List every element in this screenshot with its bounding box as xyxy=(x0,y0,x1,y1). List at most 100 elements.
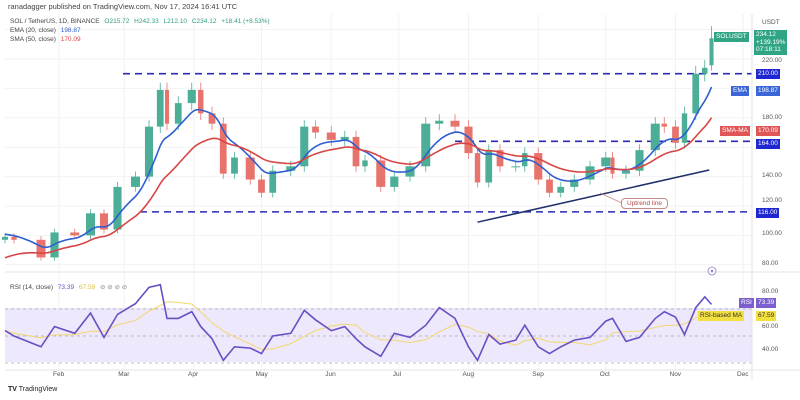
candle xyxy=(340,136,349,140)
last-price: 234.12 xyxy=(756,31,776,38)
time-tick: Nov xyxy=(669,371,682,378)
currency-label[interactable]: USDT xyxy=(762,19,780,26)
candle xyxy=(326,132,336,140)
candle xyxy=(312,126,319,133)
ema-value-tag: 198.87 xyxy=(756,86,780,96)
last-price-tag: 234.12 +139.19% 07:18:11 xyxy=(754,30,788,55)
rsi-ma-value-tag: 67.59 xyxy=(756,311,777,321)
time-tick: Feb xyxy=(53,371,65,378)
symbol-name[interactable]: SOL / TetherUS, 1D, BINANCE xyxy=(10,18,100,25)
ohlc-close: C234.12 xyxy=(191,18,217,25)
time-tick: Apr xyxy=(188,371,199,378)
candle xyxy=(681,113,688,143)
candle xyxy=(187,89,196,104)
ema-legend-label: EMA (20, close) xyxy=(10,27,56,34)
candle xyxy=(485,150,493,183)
rsi-ma-legend-value: 67.59 xyxy=(78,284,96,291)
rsi-tick: 60.00 xyxy=(762,323,779,330)
time-tick: Jun xyxy=(325,371,336,378)
candle xyxy=(70,232,80,236)
legend-controls-icon[interactable]: ⊘ ⊘ ⊘ ⊘ xyxy=(100,284,128,291)
level-116-tag: 116.00 xyxy=(756,208,780,218)
tv-logo-text: TradingView xyxy=(18,386,58,393)
candle xyxy=(661,123,667,127)
uptrend-line[interactable] xyxy=(477,169,710,223)
ema-tag: EMA xyxy=(731,86,750,96)
tv-logo-icon: TV xyxy=(8,386,17,393)
sma-value-tag: 170.09 xyxy=(756,126,780,136)
candle xyxy=(156,89,164,127)
candle xyxy=(208,113,216,124)
time-tick: Aug xyxy=(462,371,475,378)
candle xyxy=(36,239,46,258)
rsi-line xyxy=(4,283,713,362)
candle xyxy=(352,136,360,167)
ohlc-change: +18.41 (+8.53%) xyxy=(221,18,270,25)
uptrend-callout-pointer xyxy=(599,192,625,205)
ohlc-low: L212.10 xyxy=(163,18,188,25)
candle xyxy=(570,179,579,187)
rsi-legend-value: 73.39 xyxy=(57,284,75,291)
publisher-line: ranadagger published on TradingView.com,… xyxy=(8,2,238,11)
time-tick: Mar xyxy=(118,371,130,378)
level-164-tag: 164.00 xyxy=(756,139,780,149)
sma-legend[interactable]: SMA (50, close) 170.09 xyxy=(10,36,81,43)
candle xyxy=(546,179,553,193)
price-tick: 180.00 xyxy=(762,114,782,121)
candle xyxy=(131,176,140,187)
candle xyxy=(421,123,431,167)
candle xyxy=(86,213,95,236)
candle xyxy=(534,153,543,180)
candle xyxy=(164,89,170,124)
candle xyxy=(474,153,481,183)
candle xyxy=(219,123,227,174)
candle xyxy=(450,120,460,127)
candle xyxy=(11,236,17,240)
ema-legend-value: 198.87 xyxy=(60,27,81,34)
candle xyxy=(435,120,444,124)
time-tick: Dec xyxy=(737,371,749,378)
candle xyxy=(362,160,368,167)
ohlc-high: H242.33 xyxy=(134,18,159,25)
candle xyxy=(601,157,611,167)
candle xyxy=(650,123,660,151)
candle xyxy=(709,38,714,66)
rsi-legend[interactable]: RSI (14, close) 73.39 67.59 ⊘ ⊘ ⊘ ⊘ xyxy=(10,283,127,291)
price-tick: 220.00 xyxy=(762,57,782,64)
candle xyxy=(174,103,182,124)
bar-countdown: 07:18:11 xyxy=(756,46,781,53)
candle xyxy=(258,179,265,193)
ema-line xyxy=(4,86,713,249)
sma-line xyxy=(4,117,713,259)
time-tick: Sep xyxy=(532,371,544,378)
uptrend-label[interactable]: Uptrend line xyxy=(621,198,669,209)
horizontal-levels xyxy=(123,72,752,213)
rsi-ma-tag: RSI-based MA xyxy=(698,311,745,321)
candle xyxy=(2,236,8,240)
candle xyxy=(231,157,238,174)
sma-tag: SMA-MA xyxy=(720,126,750,136)
rsi-band-fill xyxy=(5,308,752,362)
rsi-bands xyxy=(5,308,752,364)
candle xyxy=(621,170,631,174)
candle xyxy=(557,186,565,193)
ema-legend[interactable]: EMA (20, close) 198.87 xyxy=(10,27,81,34)
time-tick: Jul xyxy=(392,371,402,378)
eye-icon[interactable] xyxy=(707,266,717,276)
candle xyxy=(496,150,504,167)
candle xyxy=(99,213,109,230)
candle xyxy=(464,126,473,154)
ohlc-open: O215.72 xyxy=(104,18,130,25)
candle xyxy=(610,157,615,174)
candle xyxy=(245,157,255,180)
candle xyxy=(692,73,700,114)
candle xyxy=(672,126,679,143)
rsi-tag: RSI xyxy=(739,298,754,308)
candle xyxy=(390,176,399,187)
eye-icon-dot xyxy=(710,269,714,273)
time-tick: Oct xyxy=(599,371,610,378)
price-tick: 140.00 xyxy=(762,172,782,179)
candle xyxy=(511,166,521,168)
candle xyxy=(300,126,309,167)
